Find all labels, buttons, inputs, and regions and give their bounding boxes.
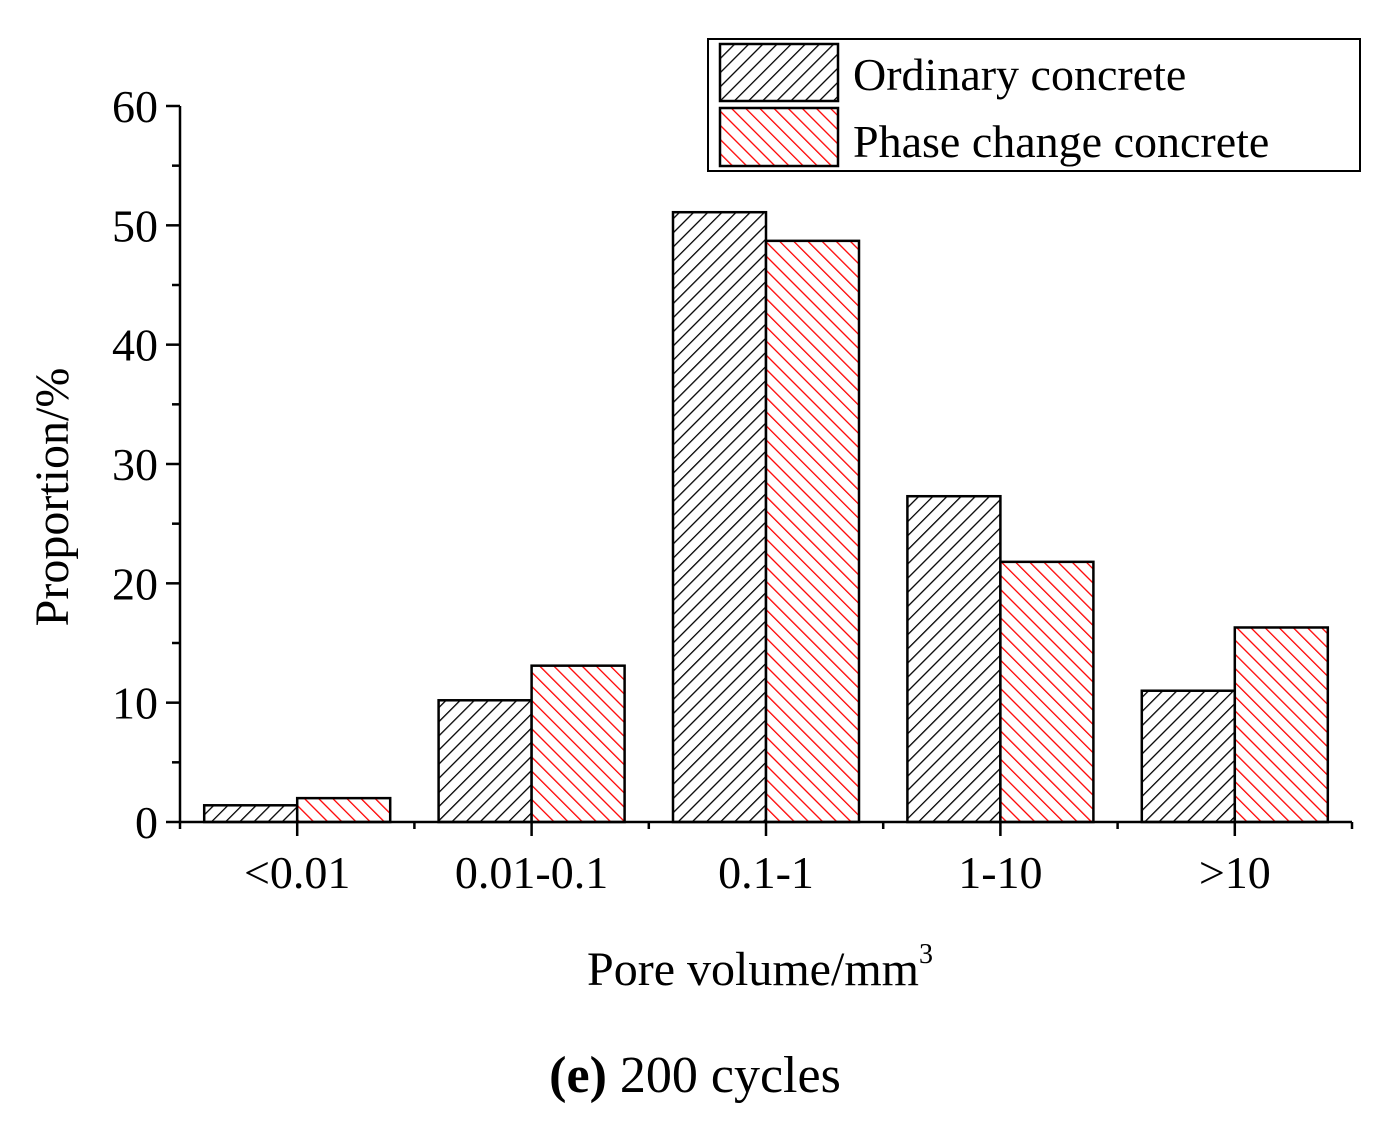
figure-caption: (e) 200 cycles — [549, 1047, 841, 1104]
x-axis: <0.01 0.01-0.1 0.1-1 1-10 >10 — [178, 820, 1354, 898]
bar-phase-change-3 — [999, 560, 1095, 824]
y-tick-label: 20 — [112, 558, 158, 609]
x-tick-label: 1-10 — [958, 847, 1042, 898]
x-tick-label: >10 — [1199, 847, 1271, 898]
bar-ordinary-2 — [671, 210, 768, 824]
x-tick-label: 0.01-0.1 — [455, 847, 608, 898]
x-axis-title: Pore volume/mm3 — [587, 939, 933, 996]
x-axis-title-text: Pore volume/mm — [587, 943, 919, 996]
y-tick-label: 60 — [112, 81, 158, 132]
y-tick-label: 40 — [112, 320, 158, 371]
y-axis: 0 10 20 30 40 50 60 — [112, 81, 182, 848]
x-axis-title-superscript: 3 — [919, 939, 933, 970]
y-tick-label: 50 — [112, 200, 158, 251]
legend-label-phase-change: Phase change concrete — [853, 116, 1269, 167]
caption-text-space — [607, 1047, 620, 1104]
legend-swatch-phase-change — [718, 106, 840, 168]
caption-text: 200 cycles — [620, 1047, 841, 1104]
bar-ordinary-1 — [437, 699, 533, 824]
caption-label: (e) — [549, 1047, 607, 1104]
y-axis-title: Proportion/% — [26, 368, 79, 627]
bar-phase-change-4 — [1233, 626, 1330, 824]
bars-group — [202, 210, 1330, 824]
bar-ordinary-0 — [202, 804, 299, 824]
x-tick-label: 0.1-1 — [718, 847, 814, 898]
legend-label-ordinary: Ordinary concrete — [853, 49, 1186, 100]
bar-phase-change-0 — [295, 796, 392, 824]
y-tick-label: 10 — [112, 678, 158, 729]
x-tick-label: <0.01 — [244, 847, 350, 898]
legend: Ordinary concrete Phase change concrete — [707, 38, 1361, 172]
y-tick-label: 0 — [135, 797, 158, 848]
bar-phase-change-2 — [764, 239, 861, 824]
y-tick-label: 30 — [112, 439, 158, 490]
bar-ordinary-4 — [1140, 689, 1237, 824]
legend-swatch-ordinary — [718, 42, 840, 103]
bar-ordinary-3 — [906, 494, 1002, 824]
bar-phase-change-1 — [530, 664, 626, 824]
